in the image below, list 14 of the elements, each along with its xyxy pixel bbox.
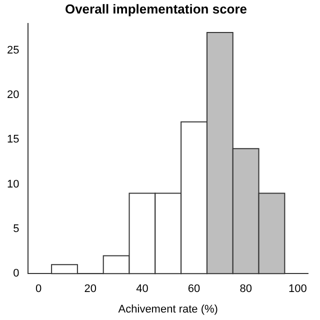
x-tick-label: 40 [136,283,148,296]
y-tick-label: 20 [6,89,20,102]
x-tick-label: 100 [288,283,307,296]
x-tick-label: 80 [240,283,252,296]
x-tick-label: 0 [36,283,42,296]
x-tick-label: 60 [188,283,200,296]
y-tick-label: 10 [6,178,20,190]
x-tick-label: 20 [84,283,97,296]
y-tick-label: 25 [6,44,20,56]
y-tick-label: 5 [13,222,20,235]
chart-title: Overall implementation score [64,1,248,16]
x-axis-title: Achivement rate (%) [118,303,218,316]
y-tick-label: 0 [13,268,20,280]
y-tick-label: 15 [6,134,20,146]
